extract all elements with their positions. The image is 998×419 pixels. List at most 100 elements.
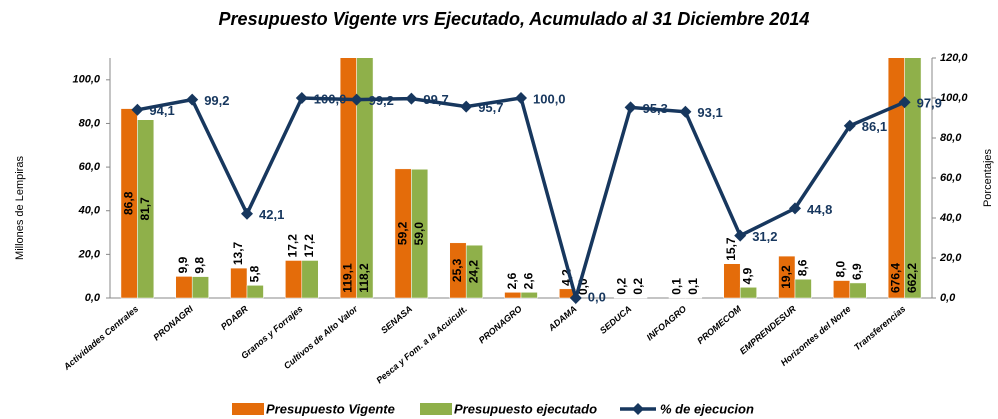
bar-value-label: 8,0 (834, 261, 848, 278)
bar-value-label: 662,2 (905, 263, 919, 293)
bar-value-label: 676,4 (889, 263, 903, 293)
bar (191, 276, 209, 299)
line-marker (843, 119, 856, 132)
bar-value-label: 118,2 (357, 263, 371, 293)
x-tick-label: PRONAGRI (151, 303, 195, 342)
line-value-label: 42,1 (259, 207, 284, 222)
x-tick-label: SENASA (379, 304, 414, 336)
bar (246, 285, 264, 299)
line-marker (350, 93, 363, 106)
bar (465, 244, 483, 299)
line-marker (734, 229, 747, 242)
bar-value-label: 19,2 (779, 265, 793, 289)
x-tick-label: ADAMA (546, 304, 579, 334)
line-value-label: 99,2 (204, 93, 229, 108)
bar-value-label: 59,2 (395, 221, 409, 245)
x-tick-label: PROMECOM (695, 303, 743, 346)
bar (301, 260, 319, 299)
bar (504, 292, 522, 299)
line-marker (295, 92, 308, 104)
bar (723, 263, 741, 299)
line-value-label: 99,7 (423, 92, 448, 107)
line-marker (624, 101, 637, 114)
legend-label: % de ejecucion (660, 401, 754, 416)
y-tick-label: 100,0 (72, 74, 100, 86)
bar (411, 169, 429, 299)
line-marker (789, 202, 801, 215)
legend-swatch (632, 403, 644, 415)
bar-value-label: 0,1 (669, 278, 683, 295)
bar-value-label: 25,3 (450, 258, 464, 282)
y2-tick-label: 20,0 (939, 252, 962, 264)
line-marker (405, 92, 418, 105)
bar-value-label: 2,6 (505, 272, 519, 289)
bar (739, 287, 757, 299)
line-value-label: 99,2 (369, 93, 394, 108)
bar-value-label: 0,2 (615, 278, 629, 295)
line-value-label: 31,2 (752, 229, 777, 244)
bar-value-label: 2,6 (521, 272, 535, 289)
bar-value-label: 24,2 (467, 260, 481, 284)
bar-value-label: 6,9 (850, 263, 864, 280)
bar (904, 58, 922, 299)
y2-tick-label: 100,0 (940, 92, 968, 104)
x-tick-label: PDABR (219, 303, 250, 332)
y2-tick-label: 80,0 (940, 132, 962, 144)
bar (285, 260, 303, 299)
bar-value-label: 8,6 (795, 259, 809, 276)
bar-value-label: 9,9 (176, 256, 190, 273)
bar-value-label: 17,2 (302, 234, 316, 258)
bar (778, 255, 796, 299)
line-value-label: 100,0 (533, 91, 566, 106)
y-axis-title: Millones de Lempiras (14, 156, 26, 260)
y2-tick-label: 60,0 (940, 172, 962, 184)
bar-value-label: 4,9 (741, 267, 755, 284)
line-marker (515, 92, 527, 104)
bar-value-label: 0,1 (686, 278, 700, 295)
y2-tick-label: 0,0 (940, 292, 956, 304)
line-marker (460, 100, 473, 113)
x-tick-label: INFOAGRO (645, 304, 689, 343)
bar-value-label: 13,7 (231, 241, 245, 265)
bar (849, 282, 867, 299)
bar-value-label: 0,2 (631, 278, 645, 295)
line-value-label: 86,1 (862, 119, 887, 134)
x-tick-label: Transferencias (852, 304, 907, 353)
x-tick-label: SEDUCA (598, 304, 634, 336)
bar-value-label: 119,1 (341, 263, 355, 293)
bar-value-label: 86,8 (121, 191, 135, 215)
y2-axis-title: Porcentajes (982, 148, 994, 207)
bar (887, 58, 905, 299)
legend-label: Presupuesto Vigente (266, 401, 395, 416)
bar (833, 280, 851, 299)
line-marker (131, 103, 144, 116)
bar-value-label: 81,7 (138, 197, 152, 221)
y-tick-label: 80,0 (79, 117, 101, 129)
bar (520, 292, 538, 299)
bar-value-label: 17,2 (286, 234, 300, 258)
x-tick-label: Pesca y Fom. a la Acuicult. (374, 304, 469, 386)
bar (175, 276, 193, 299)
bar-value-label: 15,7 (724, 237, 738, 261)
bar-value-label: 5,8 (247, 265, 261, 282)
y-tick-label: 20,0 (78, 248, 101, 260)
line-value-label: 0,0 (588, 289, 606, 304)
line-value-label: 93,1 (697, 105, 722, 120)
line-value-label: 100,0 (314, 91, 347, 106)
legend-label: Presupuesto ejecutado (454, 401, 597, 416)
line-marker (241, 207, 253, 220)
line-value-label: 44,8 (807, 202, 832, 217)
bar-value-label: 59,0 (412, 222, 426, 246)
x-tick-label: EMPRENDESUR (738, 303, 798, 356)
bar (230, 267, 248, 299)
line-value-label: 95,3 (643, 101, 668, 116)
y-tick-label: 60,0 (79, 161, 101, 173)
chart-title: Presupuesto Vigente vrs Ejecutado, Acumu… (219, 9, 810, 29)
bar (794, 278, 812, 299)
bars (120, 58, 922, 299)
legend-swatch (232, 403, 264, 415)
bar (356, 58, 374, 299)
line-value-label: 94,1 (149, 103, 174, 118)
y2-tick-label: 120,0 (940, 52, 968, 64)
bar-value-label: 9,8 (193, 257, 207, 274)
